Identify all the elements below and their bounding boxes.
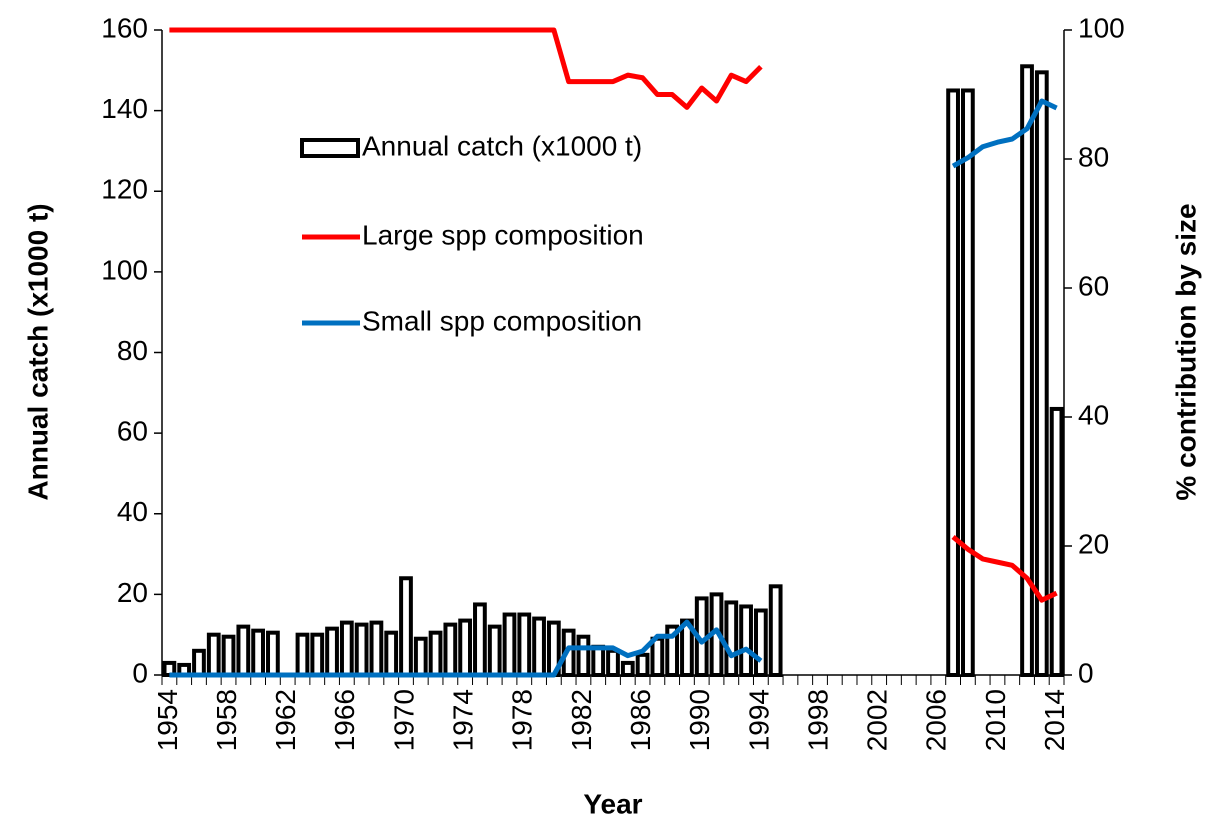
bar <box>443 622 458 677</box>
x-tick-label: 2006 <box>921 689 952 751</box>
x-tick-label: 1954 <box>152 689 183 751</box>
x-axis-title: Year <box>583 788 642 819</box>
bar <box>576 634 591 677</box>
bar <box>413 636 428 677</box>
y2-tick-label: 80 <box>1078 141 1109 172</box>
line <box>951 535 1058 603</box>
bar <box>591 644 606 677</box>
bar <box>384 630 399 677</box>
y-tick-label: 60 <box>117 416 148 447</box>
bar <box>295 632 310 677</box>
bar <box>517 612 532 677</box>
y2-tick-label: 0 <box>1078 657 1094 688</box>
y-tick-label: 160 <box>101 12 148 43</box>
x-tick-label: 1982 <box>566 689 597 751</box>
bar <box>310 632 325 677</box>
bar <box>946 88 960 677</box>
bar <box>739 604 753 677</box>
bar <box>961 88 975 677</box>
bar <box>635 652 650 677</box>
y-tick-label: 80 <box>117 335 148 366</box>
bar <box>339 620 354 677</box>
y-tick-label: 20 <box>117 577 148 608</box>
line <box>951 98 1058 169</box>
bar <box>650 636 665 677</box>
x-tick-label: 1990 <box>684 689 715 751</box>
y2-tick-label: 60 <box>1078 270 1109 301</box>
bar <box>665 624 680 677</box>
legend-label: Small spp composition <box>362 305 642 336</box>
y-tick-label: 140 <box>101 93 148 124</box>
y2-tick-label: 20 <box>1078 528 1109 559</box>
bar <box>206 632 221 677</box>
bar <box>369 620 384 677</box>
legend-label: Annual catch (x1000 t) <box>362 130 642 161</box>
bar <box>251 628 265 677</box>
bar <box>724 600 739 677</box>
bar <box>428 630 443 677</box>
y-tick-label: 40 <box>117 496 148 527</box>
y-tick-label: 0 <box>132 657 148 688</box>
bar <box>325 626 339 677</box>
x-tick-label: 1962 <box>270 689 301 751</box>
bar <box>236 624 251 677</box>
bar <box>487 624 502 677</box>
line <box>169 619 763 678</box>
x-tick-label: 1974 <box>448 689 479 751</box>
bar <box>221 634 236 677</box>
x-tick-label: 1970 <box>388 689 419 751</box>
bar <box>162 660 177 677</box>
bar <box>1034 70 1049 677</box>
bar <box>502 612 517 677</box>
bar <box>192 648 206 677</box>
legend-label: Large spp composition <box>362 219 644 250</box>
x-tick-label: 2014 <box>1039 689 1070 751</box>
bar <box>1049 406 1064 677</box>
y-axis-title: Annual catch (x1000 t) <box>22 203 53 500</box>
x-tick-label: 1994 <box>743 689 774 751</box>
line <box>169 27 763 110</box>
bar <box>1020 64 1034 677</box>
x-tick-label: 2010 <box>980 689 1011 751</box>
y2-axis-title: % contribution by size <box>1170 203 1201 500</box>
y-tick-label: 100 <box>101 254 148 285</box>
y-tick-label: 120 <box>101 174 148 205</box>
x-tick-label: 1986 <box>625 689 656 751</box>
bar <box>753 608 768 677</box>
bar <box>458 618 473 677</box>
bar <box>532 616 546 677</box>
bar <box>399 576 413 677</box>
x-tick-label: 1966 <box>329 689 360 751</box>
y2-tick-label: 100 <box>1078 12 1125 43</box>
x-tick-label: 1978 <box>507 689 538 751</box>
bar <box>354 622 369 677</box>
x-tick-label: 1998 <box>802 689 833 751</box>
bar <box>620 660 635 677</box>
bar <box>266 630 280 677</box>
bar <box>768 584 783 677</box>
bar <box>606 648 620 677</box>
y2-tick-label: 40 <box>1078 399 1109 430</box>
x-tick-label: 1958 <box>211 689 242 751</box>
legend-swatch <box>300 138 360 158</box>
bar <box>473 602 487 677</box>
x-tick-label: 2002 <box>862 689 893 751</box>
